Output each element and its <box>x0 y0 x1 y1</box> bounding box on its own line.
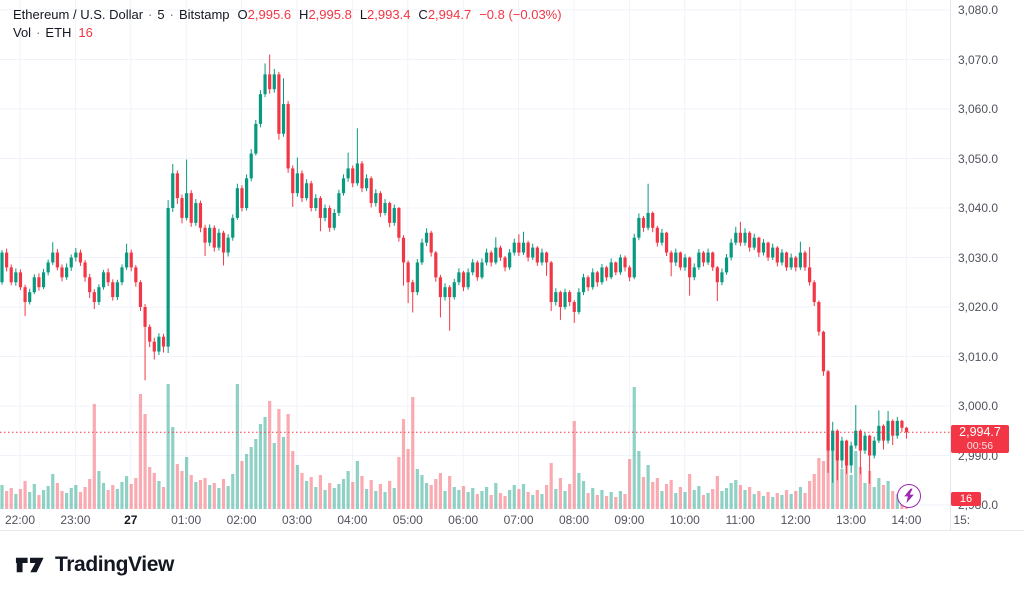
time-axis-label: 23:00 <box>60 513 91 527</box>
last-price-value: 2,994.7 <box>959 424 1001 439</box>
symbol-title[interactable]: Ethereum / U.S. Dollar <box>13 7 144 22</box>
price-axis-label: 3,010.0 <box>958 349 999 364</box>
volume-symbol: ETH <box>45 25 72 40</box>
last-price-badge: 2,994.7 00:56 <box>951 424 1009 453</box>
time-axis-label: 15: <box>953 513 971 527</box>
time-axis-label: 14:00 <box>891 513 922 527</box>
candles-layer <box>0 54 909 484</box>
high-label: H <box>299 7 309 22</box>
volume-layer <box>0 384 909 509</box>
interval-label[interactable]: 5 <box>157 7 165 22</box>
price-axis-label: 3,040.0 <box>958 201 999 215</box>
time-axis-label: 22:00 <box>4 513 36 527</box>
price-axis[interactable]: 2,980.02,990.03,000.03,010.03,020.03,030… <box>950 0 1024 530</box>
price-axis-label: 3,070.0 <box>958 52 999 67</box>
price-axis-label: 3,080.0 <box>958 3 999 17</box>
close-value: 2,994.7 <box>427 7 472 22</box>
volume-value: 16 <box>78 25 93 40</box>
low-value: 2,993.4 <box>367 7 411 22</box>
high-value: 2,995.8 <box>308 7 352 22</box>
tradingview-logo-icon <box>15 557 44 573</box>
legend-separator: · <box>36 25 41 40</box>
time-axis-label: 08:00 <box>558 513 590 527</box>
price-axis-label: 3,020.0 <box>958 300 999 314</box>
time-axis-label: 13:00 <box>835 513 867 527</box>
time-axis-label: 11:00 <box>725 513 755 527</box>
tradingview-logo-text: TradingView <box>55 553 174 576</box>
instant-trading-button[interactable] <box>897 484 921 508</box>
price-axis-label: 3,060.0 <box>958 102 999 116</box>
change-value: −0.8 (−0.03%) <box>479 7 562 22</box>
time-axis-label: 03:00 <box>281 513 313 527</box>
time-axis-label: 27 <box>124 513 138 527</box>
price-axis-separator <box>950 0 951 531</box>
volume-label: Vol <box>13 25 32 40</box>
time-axis-label: 10:00 <box>669 513 700 527</box>
lightning-icon <box>904 488 914 504</box>
legend-separator: · <box>148 7 153 22</box>
last-volume-badge: 16 <box>951 492 981 506</box>
time-axis-label: 01:00 <box>171 513 202 527</box>
legend-row-main: Ethereum / U.S. Dollar · 5 · Bitstamp O2,995.… <box>13 6 562 24</box>
low-label: L <box>359 7 368 22</box>
exchange-label: Bitstamp <box>178 7 230 22</box>
time-axis-label: 04:00 <box>337 513 368 527</box>
time-axis-label: 07:00 <box>503 513 534 527</box>
time-axis-label: 06:00 <box>448 513 479 527</box>
price-axis-label: 3,050.0 <box>958 151 999 166</box>
bar-countdown: 00:56 <box>966 439 994 452</box>
legend-separator: · <box>169 7 174 22</box>
legend-row-volume: Vol · ETH 16 <box>13 24 562 42</box>
time-axis[interactable]: 22:00 23:00 27 01:00 02:00 03:00 04:00 05:00 06:… <box>0 510 1024 531</box>
plot-area[interactable]: Ethereum / U.S. Dollar · 5 · Bitstamp O2,995.… <box>0 0 950 530</box>
symbol-legend: Ethereum / U.S. Dollar · 5 · Bitstamp O2,995.… <box>13 6 562 42</box>
time-axis-label: 12:00 <box>780 513 811 527</box>
time-axis-label: 09:00 <box>614 513 645 527</box>
grid-layer <box>0 0 950 509</box>
time-axis-separator <box>0 530 1024 531</box>
price-axis-label: 3,030.0 <box>958 250 999 265</box>
footer: TradingView <box>14 548 174 582</box>
open-label: O <box>237 7 248 22</box>
close-label: C <box>418 7 428 22</box>
price-axis-label: 3,000.0 <box>958 399 999 413</box>
price-chart[interactable] <box>0 0 950 530</box>
open-value: 2,995.6 <box>247 7 292 22</box>
time-axis-label: 02:00 <box>226 513 257 527</box>
time-axis-label: 05:00 <box>392 513 423 527</box>
tradingview-logo[interactable]: TradingView <box>14 553 174 577</box>
